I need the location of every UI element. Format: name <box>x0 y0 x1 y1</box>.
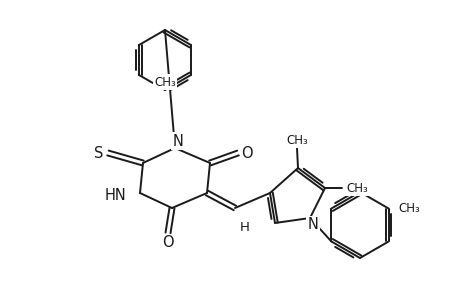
Text: O: O <box>241 146 252 160</box>
Text: N: N <box>172 134 183 148</box>
Text: S: S <box>94 146 103 160</box>
Text: HN: HN <box>104 188 126 202</box>
Text: N: N <box>307 218 318 232</box>
Text: O: O <box>162 236 174 250</box>
Text: CH₃: CH₃ <box>345 182 367 194</box>
Text: CH₃: CH₃ <box>154 76 175 88</box>
Text: CH₃: CH₃ <box>397 202 420 215</box>
Text: H: H <box>240 221 249 235</box>
Text: CH₃: CH₃ <box>285 134 307 146</box>
